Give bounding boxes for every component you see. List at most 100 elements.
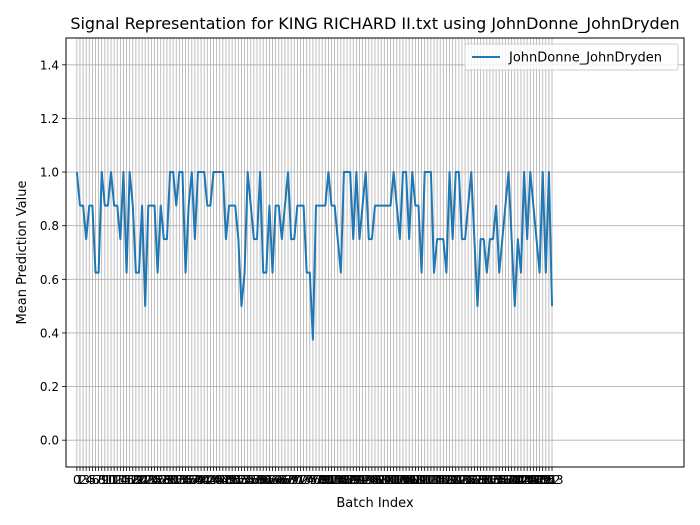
x-tick-label: 101	[379, 473, 402, 487]
x-tick-label: 117	[429, 473, 452, 487]
x-tick-label: 94	[361, 473, 376, 487]
x-tick-label: 140	[500, 473, 523, 487]
x-tick-label: 120	[438, 473, 461, 487]
x-tick-label: 40	[193, 473, 208, 487]
chart-title: Signal Representation for KING RICHARD I…	[70, 14, 679, 34]
x-tick-label: 24	[144, 473, 159, 487]
x-tick-label: 14	[113, 473, 128, 487]
x-tick-label: 34	[175, 473, 190, 487]
x-tick-label: 55	[240, 473, 255, 487]
y-tick-label: 0.2	[40, 380, 59, 394]
x-tick-label: 77	[308, 473, 323, 487]
x-tick-label: 137	[491, 473, 514, 487]
x-tick-label: 82	[324, 473, 339, 487]
x-tick-label: 123	[447, 473, 470, 487]
x-tick-label: 125	[454, 473, 477, 487]
x-tick-label: 127	[460, 473, 483, 487]
x-tick-label: 6	[92, 473, 100, 487]
x-tick-label: 30	[162, 473, 177, 487]
x-tick-label: 49	[221, 473, 236, 487]
x-tick-label: 47	[215, 473, 230, 487]
x-tick-label: 142	[506, 473, 529, 487]
x-tick-label: 63	[265, 473, 280, 487]
x-tick-label: 65	[271, 473, 286, 487]
x-axis-label: Batch Index	[336, 496, 414, 511]
x-tick-label: 17	[122, 473, 137, 487]
x-tick-label: 126	[457, 473, 480, 487]
x-tick-label: 92	[355, 473, 370, 487]
x-tick-label: 88	[343, 473, 358, 487]
x-tick-label: 31	[166, 473, 181, 487]
x-tick-label: 18	[125, 473, 140, 487]
x-tick-label: 98	[374, 473, 389, 487]
x-tick-label: 41	[197, 473, 212, 487]
x-tick-label: 150	[531, 473, 554, 487]
x-tick-label: 69	[284, 473, 299, 487]
x-tick-label: 108	[401, 473, 424, 487]
x-tick-label: 4	[85, 473, 93, 487]
x-tick-label: 76	[305, 473, 320, 487]
x-tick-label: 45	[209, 473, 224, 487]
legend-box	[464, 43, 679, 71]
x-tick-label: 23	[141, 473, 156, 487]
x-tick-label: 97	[370, 473, 385, 487]
x-tick-label: 57	[246, 473, 261, 487]
x-tick-label: 87	[339, 473, 354, 487]
x-tick-label: 71	[290, 473, 305, 487]
x-tick-label: 85	[333, 473, 348, 487]
x-tick-label: 22	[138, 473, 153, 487]
y-tick-label: 1.4	[40, 58, 59, 72]
x-tick-label: 128	[463, 473, 486, 487]
y-tick-label: 0.4	[40, 326, 59, 340]
x-tick-label: 102	[382, 473, 405, 487]
x-tick-label: 62	[262, 473, 277, 487]
x-tick-label: 149	[528, 473, 551, 487]
x-tick-label: 105	[391, 473, 414, 487]
x-tick-label: 38	[187, 473, 202, 487]
x-tick-label: 10	[100, 473, 115, 487]
x-tick-label: 72	[293, 473, 308, 487]
x-tick-label: 75	[302, 473, 317, 487]
x-tick-label: 53	[234, 473, 249, 487]
y-tick-label: 0.6	[40, 273, 59, 287]
x-tick-label: 152	[537, 473, 560, 487]
x-tick-label: 119	[435, 473, 458, 487]
x-tick-label: 93	[358, 473, 373, 487]
x-tick-label: 124	[451, 473, 474, 487]
x-tick-label: 134	[482, 473, 505, 487]
x-tick-label: 135	[485, 473, 508, 487]
x-tick-label: 147	[522, 473, 545, 487]
x-tick-label: 151	[534, 473, 557, 487]
x-tick-label: 110	[407, 473, 430, 487]
x-tick-label: 56	[243, 473, 258, 487]
x-tick-label: 1	[76, 473, 84, 487]
x-tick-label: 133	[478, 473, 501, 487]
x-tick-label: 153	[541, 473, 564, 487]
x-tick-label: 116	[426, 473, 449, 487]
x-tick-label: 99	[377, 473, 392, 487]
x-tick-label: 96	[367, 473, 382, 487]
x-tick-label: 130	[469, 473, 492, 487]
y-tick-label: 0.8	[40, 219, 59, 233]
x-tick-label: 54	[237, 473, 252, 487]
x-tick-label: 48	[218, 473, 233, 487]
x-tick-label: 145	[516, 473, 539, 487]
x-tick-label: 67	[277, 473, 292, 487]
x-tick-label: 44	[206, 473, 221, 487]
y-ticks: 0.0 0.2 0.4 0.6 0.8 1.0 1.2 1.4	[40, 58, 66, 448]
x-tick-label: 68	[280, 473, 295, 487]
x-tick-label: 0	[73, 473, 81, 487]
x-tick-label: 16	[119, 473, 134, 487]
x-tick-label: 35	[178, 473, 193, 487]
x-tick-label: 60	[256, 473, 271, 487]
x-tick-label: 32	[169, 473, 184, 487]
x-tick-label: 138	[494, 473, 517, 487]
x-tick-label: 21	[134, 473, 149, 487]
legend-label: JohnDonne_JohnDryden	[508, 51, 662, 66]
x-tick-label: 73	[296, 473, 311, 487]
x-tick-label: 59	[252, 473, 267, 487]
x-tick-label: 139	[497, 473, 520, 487]
x-tick-label: 132	[475, 473, 498, 487]
x-tick-label: 79	[315, 473, 330, 487]
x-tick-label: 84	[330, 473, 345, 487]
